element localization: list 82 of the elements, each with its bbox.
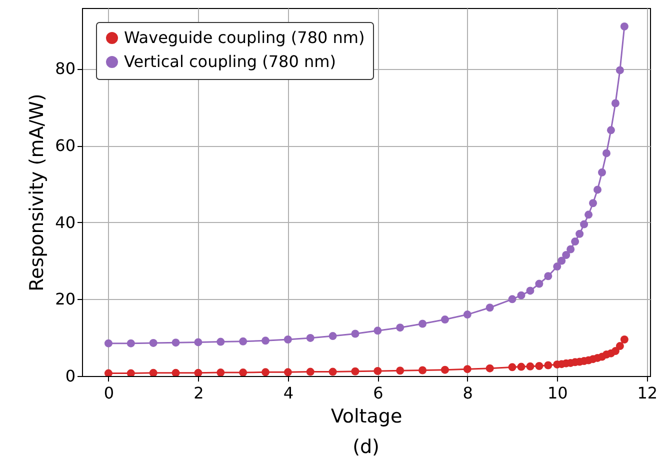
- x-tick-label: 6: [373, 384, 384, 402]
- x-tick-label: 10: [547, 384, 568, 402]
- point: [194, 368, 202, 376]
- point: [463, 365, 472, 374]
- point: [172, 338, 180, 347]
- text: (d): [352, 436, 380, 458]
- point: [616, 66, 624, 74]
- point: [374, 367, 382, 375]
- point: [328, 332, 337, 340]
- point: [558, 256, 566, 265]
- point: [126, 339, 135, 348]
- point: [328, 368, 337, 376]
- y-tick-label: 20: [55, 290, 76, 309]
- y-tick-label: 40: [55, 212, 76, 232]
- point: [284, 368, 292, 376]
- point: [598, 168, 606, 176]
- x-tick-label: 2: [194, 384, 204, 402]
- point: [374, 326, 382, 335]
- y-axis-title: Responsivity (mA/W): [26, 94, 48, 292]
- point: [526, 286, 534, 295]
- point: [589, 199, 598, 208]
- point: [616, 342, 624, 350]
- point: [602, 149, 610, 158]
- x-axis-title: Voltage: [330, 406, 402, 428]
- point: [580, 220, 588, 228]
- point: [486, 364, 494, 372]
- point: [306, 368, 314, 376]
- x-tick-label: 8: [462, 384, 473, 402]
- point: [508, 295, 516, 304]
- x-tick-label: 4: [283, 384, 294, 402]
- point: [526, 362, 534, 370]
- point: [216, 338, 225, 346]
- legend-label: Vertical coupling (780 nm): [124, 52, 336, 71]
- point: [418, 366, 427, 374]
- point: [440, 366, 449, 374]
- point: [239, 337, 248, 346]
- point: [584, 210, 593, 219]
- y-tick-label: 80: [55, 59, 76, 78]
- point: [517, 362, 526, 371]
- point: [306, 334, 314, 342]
- point: [620, 22, 628, 30]
- point: [620, 336, 628, 344]
- y-tick-label: 60: [55, 136, 76, 156]
- point: [418, 320, 427, 328]
- point: [149, 338, 158, 347]
- point: [463, 310, 472, 319]
- point: [544, 272, 552, 280]
- point: [104, 339, 112, 348]
- point: [284, 336, 292, 344]
- point: [594, 186, 602, 194]
- point: [216, 368, 225, 376]
- point: [172, 368, 180, 376]
- point: [351, 330, 360, 338]
- point: [535, 280, 544, 288]
- point: [606, 126, 615, 134]
- legend-label: Waveguide coupling (780 nm): [124, 28, 365, 47]
- point: [262, 368, 270, 376]
- point: [535, 362, 544, 370]
- point: [396, 324, 404, 332]
- point: [611, 347, 620, 356]
- point: [486, 304, 494, 312]
- point: [126, 369, 135, 376]
- point: [396, 366, 404, 375]
- point: [351, 367, 360, 376]
- point: [262, 336, 270, 345]
- point: [440, 316, 449, 324]
- point: [544, 361, 552, 370]
- y-tick-label: 0: [65, 366, 76, 386]
- point: [611, 99, 620, 108]
- point: [149, 368, 158, 376]
- point: [517, 291, 526, 300]
- point: [562, 251, 570, 259]
- x-tick-label: 0: [104, 384, 114, 402]
- point: [194, 338, 202, 346]
- x-tick-label: 12: [637, 384, 658, 402]
- point: [104, 369, 112, 376]
- point: [508, 363, 516, 372]
- point: [553, 262, 562, 271]
- point: [571, 238, 580, 246]
- point: [239, 368, 248, 376]
- point: [576, 230, 584, 238]
- point: [566, 245, 575, 254]
